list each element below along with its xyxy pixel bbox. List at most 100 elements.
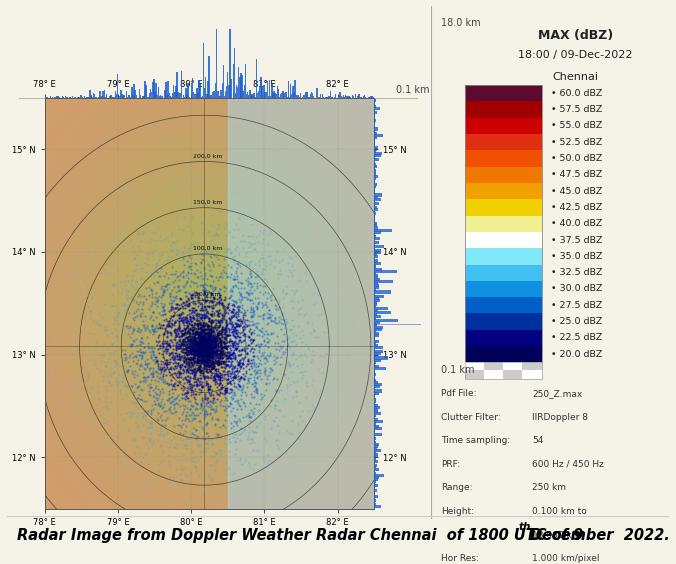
Bar (375, 262, 381, 265)
Bar (375, 499, 376, 502)
Bar (375, 309, 379, 312)
Text: 250_Z.max: 250_Z.max (532, 389, 582, 398)
Bar (375, 105, 377, 108)
Bar (375, 390, 382, 393)
Text: Radar Image from Doppler Weather Radar Chennai  of 1800 UTC of 9: Radar Image from Doppler Weather Radar C… (17, 528, 583, 543)
Bar (331, 97, 332, 98)
Bar (375, 268, 382, 271)
Bar (189, 97, 190, 98)
Text: Clutter Filter:: Clutter Filter: (441, 412, 500, 421)
Bar (115, 91, 116, 98)
Bar (259, 86, 260, 98)
Bar (335, 94, 337, 98)
Bar (208, 56, 210, 98)
Bar (198, 80, 200, 98)
Bar (164, 90, 166, 98)
Bar (355, 94, 356, 98)
Text: • 42.5 dBZ: • 42.5 dBZ (552, 203, 602, 212)
Bar (375, 284, 379, 287)
Bar (327, 96, 329, 98)
Text: Chennai: Chennai (552, 72, 598, 82)
Text: • 55.0 dBZ: • 55.0 dBZ (552, 121, 602, 130)
Bar (122, 96, 124, 98)
Bar (375, 253, 377, 257)
Bar (203, 43, 204, 98)
Bar (235, 93, 236, 98)
Bar (375, 131, 377, 135)
Bar (465, 85, 541, 362)
Bar (358, 94, 360, 98)
Bar (375, 332, 379, 335)
Bar (267, 81, 268, 98)
Bar (194, 94, 195, 98)
Bar (318, 96, 320, 98)
Bar (375, 346, 383, 349)
Bar (306, 92, 308, 98)
Bar (375, 274, 378, 277)
Bar (375, 287, 379, 289)
Bar (176, 72, 178, 98)
Bar (49, 96, 51, 98)
Bar (173, 86, 174, 98)
Bar (375, 433, 382, 436)
Bar (215, 83, 216, 98)
Bar (154, 92, 155, 98)
Bar (204, 88, 206, 98)
Bar (58, 97, 60, 98)
Bar (255, 96, 256, 98)
Bar (250, 95, 251, 98)
Text: 0.1 km: 0.1 km (395, 85, 429, 95)
Bar (375, 127, 378, 130)
Bar (375, 259, 378, 263)
Bar (152, 82, 153, 98)
Bar (375, 451, 376, 455)
Bar (226, 86, 227, 98)
Bar (145, 81, 146, 98)
Bar (375, 445, 378, 448)
Bar (465, 265, 541, 281)
Bar (240, 73, 242, 98)
Text: Height:: Height: (441, 507, 474, 516)
Bar (155, 82, 157, 98)
Bar (280, 94, 281, 98)
Bar (54, 97, 55, 98)
Bar (465, 362, 484, 371)
Bar (375, 173, 377, 176)
Bar (233, 64, 234, 98)
Bar (375, 408, 378, 411)
Bar (345, 95, 346, 98)
Bar (375, 175, 378, 178)
Bar (57, 96, 59, 98)
Bar (375, 352, 381, 355)
Text: Range:: Range: (441, 483, 473, 492)
Bar (131, 87, 132, 98)
Bar (523, 371, 541, 378)
Bar (368, 97, 370, 98)
Bar (52, 97, 53, 98)
Bar (465, 167, 541, 183)
Bar (264, 85, 265, 98)
Bar (375, 503, 376, 506)
Bar (289, 97, 290, 98)
Bar (161, 95, 162, 98)
Bar (375, 111, 377, 114)
Bar (362, 96, 364, 98)
Bar (168, 93, 170, 98)
Bar (184, 97, 185, 98)
Bar (251, 94, 253, 98)
Bar (375, 381, 378, 384)
Bar (375, 356, 387, 359)
Bar (193, 92, 194, 98)
Bar (192, 78, 193, 98)
Bar (375, 263, 377, 267)
Bar (320, 94, 321, 98)
Text: • 57.5 dBZ: • 57.5 dBZ (552, 105, 602, 114)
Bar (217, 91, 218, 98)
Text: • 22.5 dBZ: • 22.5 dBZ (552, 333, 602, 342)
Bar (75, 97, 76, 98)
Bar (56, 96, 57, 98)
Bar (158, 87, 159, 98)
Bar (375, 311, 391, 314)
Bar (150, 89, 151, 98)
Bar (375, 422, 376, 426)
